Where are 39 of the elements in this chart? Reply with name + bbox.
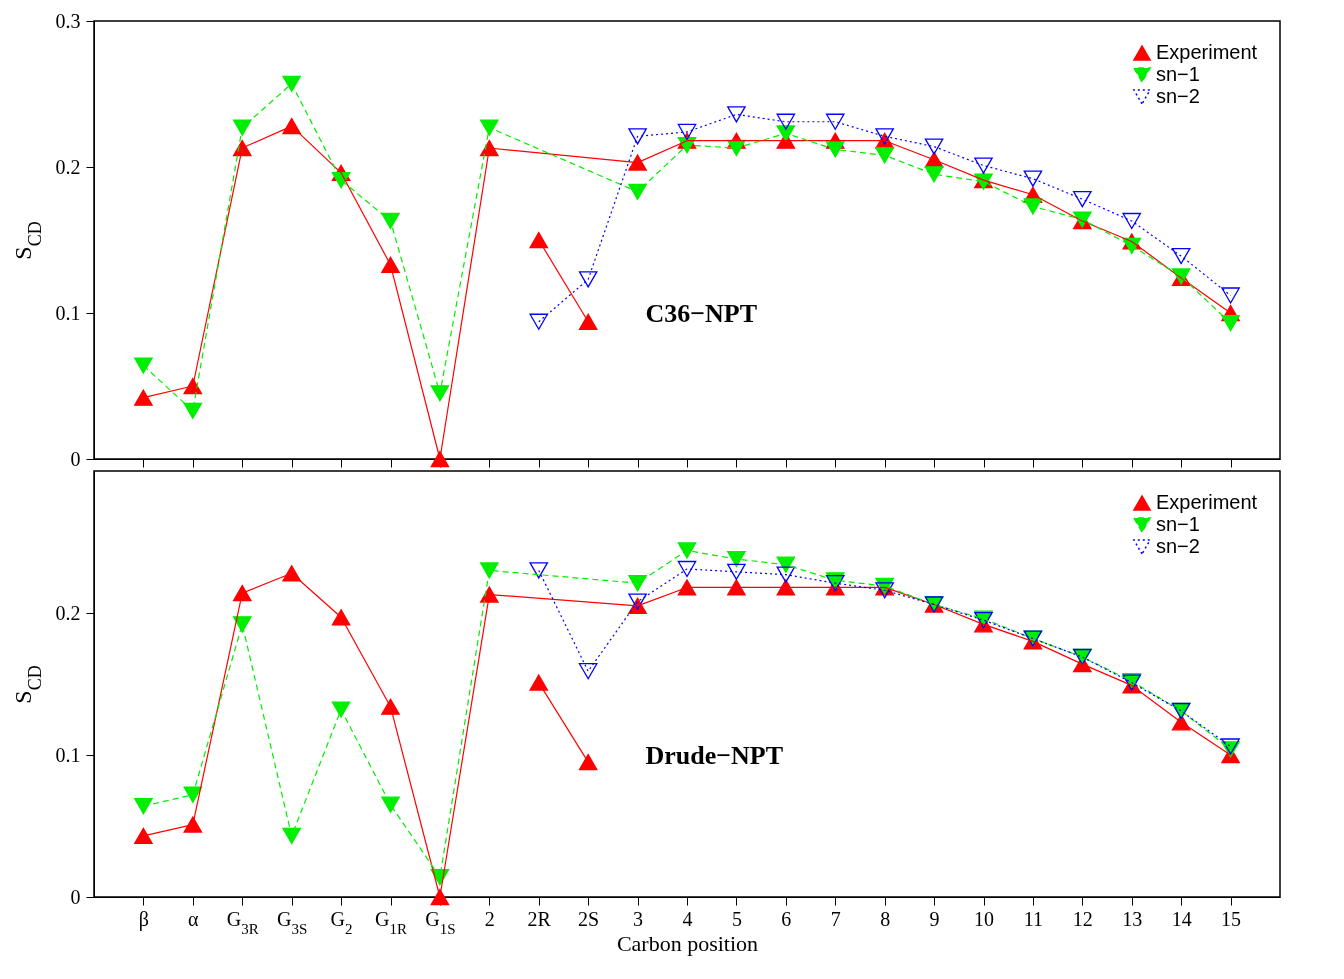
y-tick-label: 0 [70, 447, 81, 470]
x-tick-label: 9 [929, 907, 940, 930]
x-tick-label: 6 [781, 907, 792, 930]
x-tick-label: 10 [974, 907, 994, 930]
x-tick-label: 2 [484, 907, 495, 930]
y-tick-label: 0.3 [55, 9, 81, 32]
x-tick-label: 8 [880, 907, 891, 930]
x-tick-label: 15 [1221, 907, 1242, 930]
x-tick-label: 14 [1171, 907, 1192, 930]
x-tick-label: G$_{3S}$ [277, 907, 308, 937]
x-tick-label: G$_{1R}$ [375, 907, 407, 937]
x-tick-label: 4 [682, 907, 693, 930]
legend-label: sn−2 [1156, 535, 1200, 557]
y-tick-label: 0.2 [55, 601, 81, 624]
x-tick-label: 3 [633, 907, 644, 930]
legend-label: sn−2 [1156, 85, 1200, 107]
annotation: Drude−NPT [645, 741, 784, 771]
y-tick-label: 0.1 [55, 301, 81, 324]
x-tick-label: 7 [830, 907, 841, 930]
x-tick-label: G$_{3R}$ [226, 907, 259, 937]
annotation: C36−NPT [645, 299, 758, 329]
x-tick-label: 5 [731, 907, 742, 930]
legend-label: Experiment [1156, 491, 1258, 513]
legend-label: Experiment [1156, 41, 1258, 63]
legend-label: sn−1 [1156, 513, 1200, 535]
x-tick-label: 12 [1072, 907, 1093, 930]
x-tick-label: α [188, 907, 200, 930]
x-tick-label: 2S [578, 907, 600, 930]
x-tick-label: 2R [527, 907, 552, 930]
y-tick-label: 0.2 [55, 155, 81, 178]
x-axis-title: Carbon position [616, 930, 759, 956]
x-tick-label: G$_{2}$ [330, 907, 353, 937]
x-tick-label: G$_{1S}$ [425, 907, 456, 937]
x-tick-label: 11 [1023, 907, 1044, 930]
y-tick-label: 0 [70, 885, 81, 908]
x-tick-label: β [138, 907, 150, 931]
x-tick-label: 13 [1122, 907, 1143, 930]
y-tick-label: 0.1 [55, 743, 81, 766]
legend-label: sn−1 [1156, 63, 1200, 85]
